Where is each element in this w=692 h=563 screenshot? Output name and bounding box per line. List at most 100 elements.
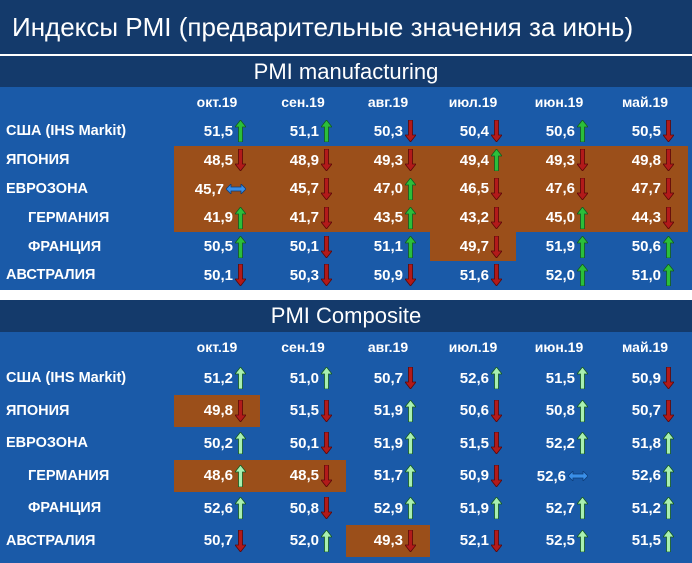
manufacturing-value-cell: 50,1 [260,232,346,261]
manufacturing-value-cell: 50,3 [346,117,430,146]
manufacturing-value-text: 45,7 [289,180,319,198]
arrow-down-icon [321,149,332,172]
composite-value-cell: 52,5 [516,525,602,558]
arrow-up-icon [235,235,246,258]
arrow-down-icon [491,529,502,552]
arrow-up-icon [235,464,246,487]
manufacturing-value-text: 50,6 [545,122,575,140]
arrow-down-icon [405,120,416,143]
composite-value-text: 50,2 [203,434,233,452]
manufacturing-value-text: 45,0 [545,209,575,227]
composite-value-text: 51,9 [373,434,403,452]
manufacturing-value-text: 49,8 [631,151,661,169]
composite-value-cell: 51,5 [430,427,516,460]
manufacturing-value-text: 51,6 [459,266,489,284]
composite-value-cell: 50,7 [174,525,260,558]
arrow-down-icon [663,120,674,143]
arrow-down-icon [663,177,674,200]
manufacturing-value-cell: 45,7 [260,174,346,204]
manufacturing-value-text: 48,9 [289,151,319,169]
composite-value-text: 51,2 [631,499,661,517]
composite-value-cell: 52,0 [260,525,346,558]
arrow-down-icon [235,529,246,552]
manufacturing-table-panel: окт.19 сен.19 авг.19 июл.19 июн.19 май.19 США… [0,87,692,290]
manufacturing-value-cell: 47,0 [346,174,430,204]
manufacturing-value-cell: 49,7 [430,232,516,261]
manufacturing-value-text: 46,5 [459,180,489,198]
page-title: Индексы PMI (предварительные значения за… [0,0,692,54]
manufacturing-value-cell: 50,5 [174,232,260,261]
manufacturing-value-cell: 51,5 [174,117,260,146]
composite-value-text: 49,8 [203,402,233,420]
arrow-up-icon [577,235,588,258]
manufacturing-value-text: 50,4 [459,122,489,140]
composite-table-row: ГЕРМАНИЯ 48,6 48,5 51,7 50,9 52,6 52,6 [4,459,688,493]
arrow-down-icon [491,432,502,455]
composite-value-cell: 52,6 [602,460,688,493]
arrow-up-icon [235,367,246,390]
composite-value-cell: 50,6 [430,395,516,428]
composite-value-text: 51,2 [203,369,233,387]
manufacturing-value-cell: 49,4 [430,145,516,175]
manufacturing-value-text: 51,1 [373,238,403,256]
manufacturing-value-cell: 51,9 [516,232,602,261]
arrow-down-icon [321,497,332,520]
manufacturing-value-text: 51,0 [631,266,661,284]
manufacturing-value-text: 50,5 [203,238,233,256]
arrow-up-icon [577,206,588,229]
manufacturing-value-text: 51,5 [203,122,233,140]
composite-value-cell: 51,5 [602,525,688,558]
composite-header-row: окт.19 сен.19 авг.19 июл.19 июн.19 май.19 [4,332,688,362]
arrow-down-icon [663,399,674,422]
arrow-up-icon [235,432,246,455]
arrow-up-icon [405,235,416,258]
composite-table: окт.19 сен.19 авг.19 июл.19 июн.19 май.19 США… [4,332,688,557]
arrow-down-icon [405,529,416,552]
manufacturing-value-cell: 51,1 [260,117,346,146]
arrow-down-icon [491,120,502,143]
manufacturing-country-label: ГЕРМАНИЯ [28,209,110,226]
composite-value-text: 50,1 [289,434,319,452]
composite-column-header: авг.19 [367,339,409,355]
composite-table-row: ЯПОНИЯ 49,8 51,5 51,9 50,6 50,8 50,7 [4,394,688,428]
manufacturing-value-cell: 49,3 [516,145,602,175]
manufacturing-value-text: 49,4 [459,151,489,169]
composite-value-cell: 52,7 [516,492,602,525]
manufacturing-value-cell: 43,5 [346,203,430,233]
composite-value-text: 52,6 [536,467,566,485]
composite-column-header: сен.19 [281,339,325,355]
arrow-up-icon [235,497,246,520]
composite-value-text: 52,6 [203,499,233,517]
manufacturing-value-cell: 49,8 [602,145,688,175]
arrow-up-icon [321,529,332,552]
manufacturing-table-row: США (IHS Markit) 51,5 51,1 50,3 50,4 50,6 50,5 [4,117,688,146]
arrow-down-icon [491,235,502,258]
manufacturing-value-cell: 50,5 [602,117,688,146]
manufacturing-value-text: 45,7 [194,180,224,198]
manufacturing-table-row: АВСТРАЛИЯ 50,1 50,3 50,9 51,6 52,0 51,0 [4,261,688,290]
composite-value-text: 50,6 [459,402,489,420]
manufacturing-column-header: окт.19 [196,94,238,110]
arrow-up-icon [577,529,588,552]
composite-value-text: 52,5 [545,532,575,550]
manufacturing-table-row: ЯПОНИЯ 48,5 48,9 49,3 49,4 49,3 49,8 [4,145,688,175]
arrow-up-icon [663,497,674,520]
composite-country-label: ФРАНЦИЯ [28,500,102,517]
composite-value-cell: 49,8 [174,394,260,427]
arrow-up-icon [663,235,674,258]
composite-column-header: окт.19 [196,339,238,355]
manufacturing-country-label: ЯПОНИЯ [6,152,70,169]
composite-value-text: 52,7 [545,499,575,517]
manufacturing-value-cell: 48,9 [260,145,346,175]
composite-table-row: ФРАНЦИЯ 52,6 50,8 52,9 51,9 52,7 51,2 [4,492,688,525]
arrow-up-icon [321,367,332,390]
composite-section-title: PMI Composite [0,300,692,332]
composite-value-text: 48,6 [203,467,233,485]
manufacturing-section-title: PMI manufacturing [0,56,692,88]
composite-value-text: 50,7 [631,402,661,420]
manufacturing-value-text: 50,9 [373,266,403,284]
composite-value-cell: 50,9 [602,362,688,395]
manufacturing-value-cell: 52,0 [516,261,602,290]
manufacturing-header-blank [4,87,174,117]
arrow-down-icon [491,464,502,487]
